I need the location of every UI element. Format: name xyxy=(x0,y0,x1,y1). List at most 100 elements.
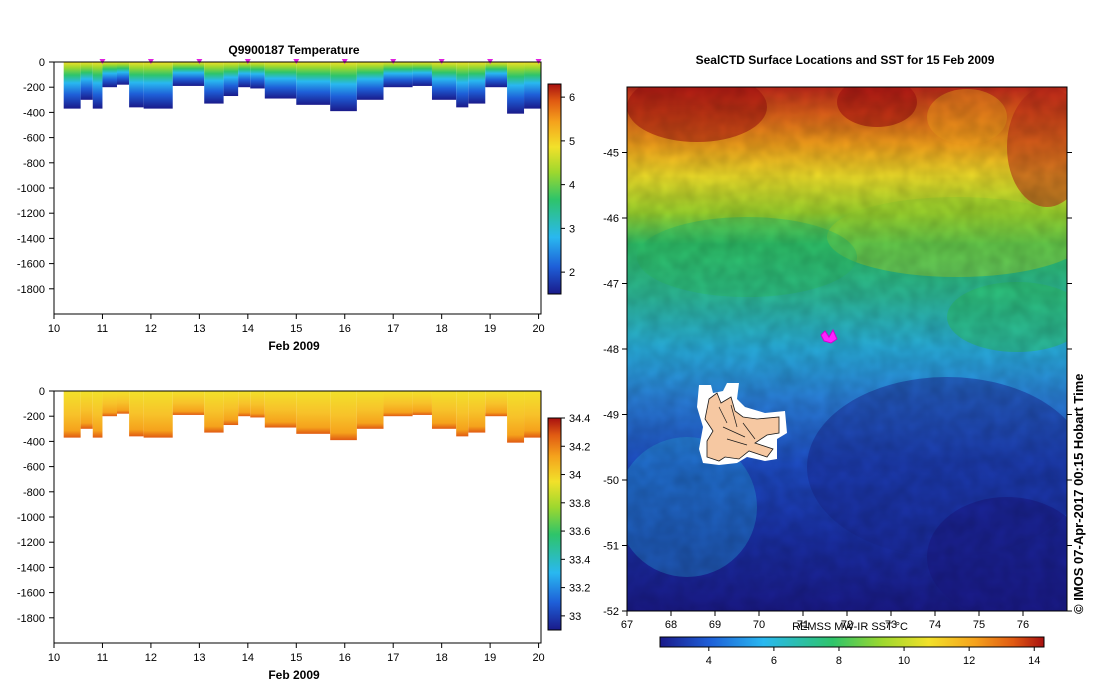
temp-xtick-label: 20 xyxy=(532,323,544,335)
sal-profile-bar xyxy=(412,391,432,415)
sal-ytick-label: -1600 xyxy=(17,588,45,600)
map-xtick-label: 76 xyxy=(1017,619,1029,631)
sal-xtick-label: 12 xyxy=(145,652,157,664)
sal-profile-bar xyxy=(431,391,457,429)
sal-xtick-label: 11 xyxy=(97,652,108,664)
map-xtick-label: 73 xyxy=(885,619,897,631)
sal-ytick-label: -600 xyxy=(23,462,45,474)
kerguelen-islands xyxy=(704,392,780,462)
map-ytick-label: -46 xyxy=(603,213,619,225)
temp-profile-bar xyxy=(383,62,413,88)
temp-profile-bar xyxy=(250,62,265,89)
temp-title: Q9900187 Temperature xyxy=(228,43,360,57)
sal-profile-bar xyxy=(356,391,384,429)
sst-cbtick-label: 6 xyxy=(771,655,777,667)
map-xtick-label: 68 xyxy=(665,619,677,631)
sal-cbtick-label: 33 xyxy=(569,611,581,623)
sst-colorbar-ticks: 4 6 8 10 12 14 xyxy=(706,647,1040,667)
sal-colorbar xyxy=(547,417,562,631)
temp-profile-bar xyxy=(102,62,117,88)
sal-cbtick-label: 33.4 xyxy=(569,554,590,566)
sal-xtick-label: 15 xyxy=(290,652,302,664)
temp-ytick-label: -1400 xyxy=(17,233,45,245)
sal-xtick-label: 10 xyxy=(48,652,60,664)
temp-xtick-label: 13 xyxy=(193,323,205,335)
temp-ytick-label: -1600 xyxy=(17,259,45,271)
sst-cbtick-label: 12 xyxy=(963,655,975,667)
temp-profile-bar xyxy=(116,62,130,85)
temp-ytick-label: -400 xyxy=(23,107,45,119)
temp-colorbar-ticks: 2 3 4 5 6 xyxy=(561,92,575,279)
temp-profile-bar xyxy=(223,62,239,97)
sal-profile-bar xyxy=(264,391,297,428)
temp-xtick-label: 11 xyxy=(97,323,108,335)
temp-xtick-label: 19 xyxy=(484,323,496,335)
map-ytick-label: -52 xyxy=(603,606,619,618)
temp-ytick-label: -200 xyxy=(23,82,45,94)
sal-profile-bar xyxy=(223,391,239,426)
sal-profiles xyxy=(63,391,541,443)
temp-ytick-label: 0 xyxy=(39,57,45,69)
map-xtick-label: 71 xyxy=(797,619,809,631)
sal-xtick-label: 14 xyxy=(242,652,254,664)
temp-xtick-label: 18 xyxy=(436,323,448,335)
temp-xtick-label: 15 xyxy=(290,323,302,335)
sal-profile-bar xyxy=(330,391,357,441)
map-xtick-label: 72 xyxy=(841,619,853,631)
sal-xtick-label: 17 xyxy=(387,652,399,664)
sal-ytick-label: -800 xyxy=(23,487,45,499)
sal-cbtick-label: 33.2 xyxy=(569,583,590,595)
sal-profile-bar xyxy=(129,391,144,437)
sal-profile-bar xyxy=(468,391,486,433)
sal-profile-bar xyxy=(456,391,469,437)
temp-profile-bar xyxy=(412,62,432,86)
temp-cbtick-label: 3 xyxy=(569,223,575,235)
temp-xtick-label: 10 xyxy=(48,323,60,335)
map-xtick-label: 69 xyxy=(709,619,721,631)
map-ytick-label: -50 xyxy=(603,475,619,487)
credit-text: © IMOS 07-Apr-2017 00:15 Hobart Time xyxy=(1071,373,1086,614)
map-xtick-label: 70 xyxy=(753,619,765,631)
sal-x-axis: 10 11 12 13 14 15 16 17 18 19 20 xyxy=(48,643,545,664)
temp-xtick-label: 17 xyxy=(387,323,399,335)
temp-profile-bar xyxy=(468,62,486,104)
sal-profile-bar xyxy=(507,391,525,443)
temp-profile-bar xyxy=(330,62,357,112)
sst-cbtick-label: 14 xyxy=(1028,655,1040,667)
sst-cbtick-label: 4 xyxy=(706,655,712,667)
temp-profile-bar xyxy=(296,62,331,105)
map-ytick-label: -45 xyxy=(603,148,619,160)
temp-profile-bar xyxy=(63,62,81,109)
temp-ytick-label: -800 xyxy=(23,158,45,170)
map-xtick-label: 67 xyxy=(621,619,633,631)
sal-colorbar-ticks: 33 33.2 33.4 33.6 33.8 34 34.2 34.4 xyxy=(561,413,590,623)
sal-profile-bar xyxy=(296,391,331,434)
temp-colorbar xyxy=(547,83,562,295)
sal-ytick-label: -1400 xyxy=(17,562,45,574)
temp-xtick-label: 16 xyxy=(339,323,351,335)
sal-x-label: Feb 2009 xyxy=(268,668,320,682)
temp-profile-bar xyxy=(80,62,93,100)
sal-ytick-label: 0 xyxy=(39,386,45,398)
sal-profile-bar xyxy=(250,391,265,418)
salinity-chart: 0 -200 -400 -600 -800 -1000 -1200 -1400 -1600 -18… xyxy=(17,386,591,682)
temp-profile-bar xyxy=(172,62,205,86)
sal-profile-bar xyxy=(92,391,103,438)
temp-ytick-label: -1800 xyxy=(17,284,45,296)
temp-profile-bar xyxy=(92,62,103,109)
sal-cbtick-label: 34.2 xyxy=(569,441,590,453)
map-ytick-label: -49 xyxy=(603,410,619,422)
temp-profile-bar xyxy=(129,62,144,108)
sal-profile-bar xyxy=(238,391,251,417)
seal-ctd-location xyxy=(820,328,838,344)
temp-profile-bar xyxy=(143,62,173,109)
sal-cbtick-label: 33.8 xyxy=(569,498,590,510)
sst-cbtick-label: 10 xyxy=(898,655,910,667)
sal-profile-bar xyxy=(63,391,81,438)
sal-xtick-label: 13 xyxy=(193,652,205,664)
temp-y-axis: 0 -200 -400 -600 -800 -1000 -1200 -1400 -1600 -18… xyxy=(17,57,54,296)
sal-ytick-label: -400 xyxy=(23,436,45,448)
sal-profile-bar xyxy=(204,391,224,433)
sal-profile-bar xyxy=(172,391,205,415)
